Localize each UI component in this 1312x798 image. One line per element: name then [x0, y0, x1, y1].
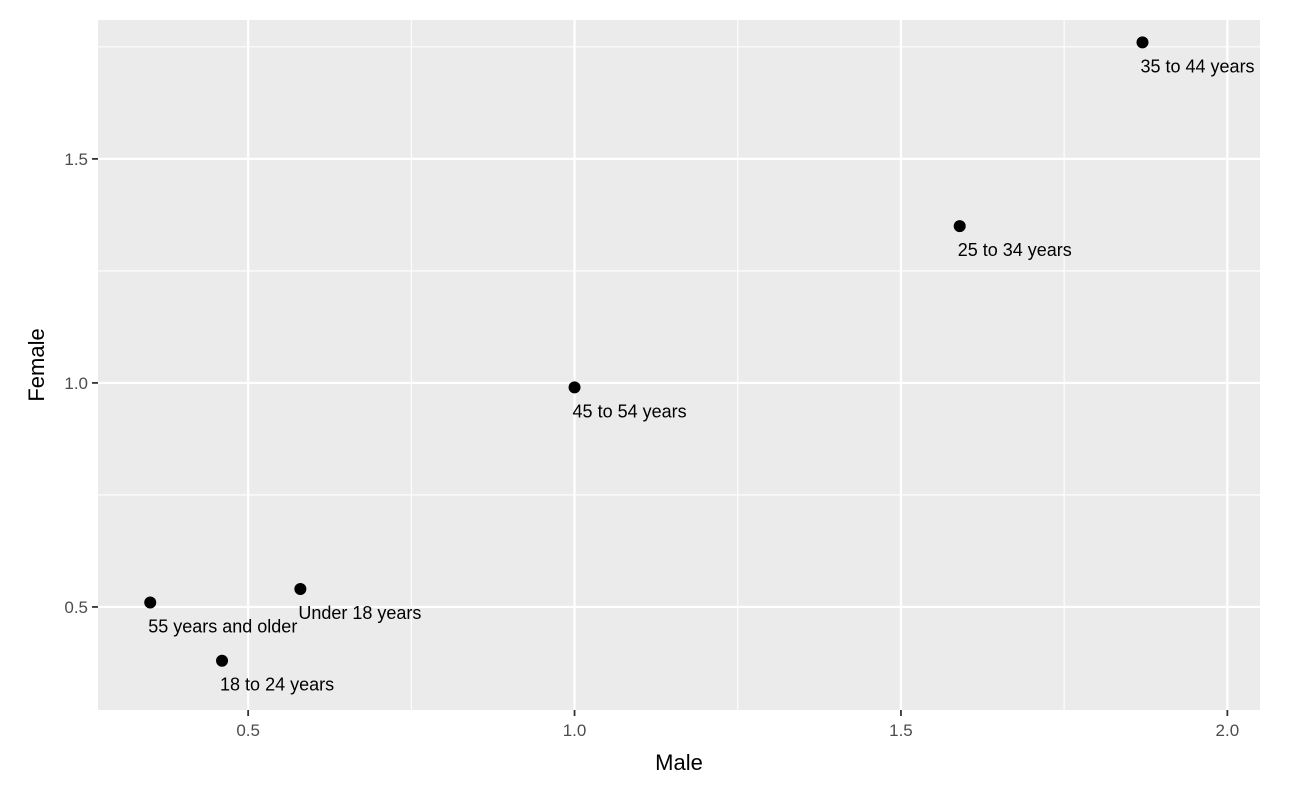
point-label: 45 to 54 years — [573, 401, 687, 421]
point-label: Under 18 years — [298, 603, 421, 623]
point-label: 25 to 34 years — [958, 240, 1072, 260]
x-axis-title: Male — [655, 750, 703, 775]
data-point — [568, 381, 581, 394]
point-label: 35 to 44 years — [1140, 56, 1254, 76]
x-tick-label: 1.5 — [889, 721, 913, 740]
x-tick-label: 1.0 — [563, 721, 587, 740]
data-point — [953, 220, 966, 233]
axes: 0.5 1.0 1.5 2.0 0.5 1.0 1.5 — [64, 150, 1239, 740]
gridlines — [98, 20, 1260, 710]
plot-panel — [98, 20, 1260, 710]
data-point — [216, 654, 229, 667]
point-labels: Under 18 years 18 to 24 years 25 to 34 yea… — [148, 56, 1254, 694]
y-tick-label: 1.5 — [64, 150, 88, 169]
point-label: 18 to 24 years — [220, 675, 334, 695]
data-point — [144, 596, 157, 609]
data-points — [144, 36, 1149, 667]
data-point — [1136, 36, 1149, 49]
y-tick-label: 0.5 — [64, 598, 88, 617]
y-tick-label: 1.0 — [64, 374, 88, 393]
y-axis-title: Female — [24, 328, 49, 401]
x-tick-label: 0.5 — [236, 721, 260, 740]
x-tick-label: 2.0 — [1216, 721, 1240, 740]
data-point — [294, 583, 307, 596]
point-label: 55 years and older — [148, 616, 297, 636]
